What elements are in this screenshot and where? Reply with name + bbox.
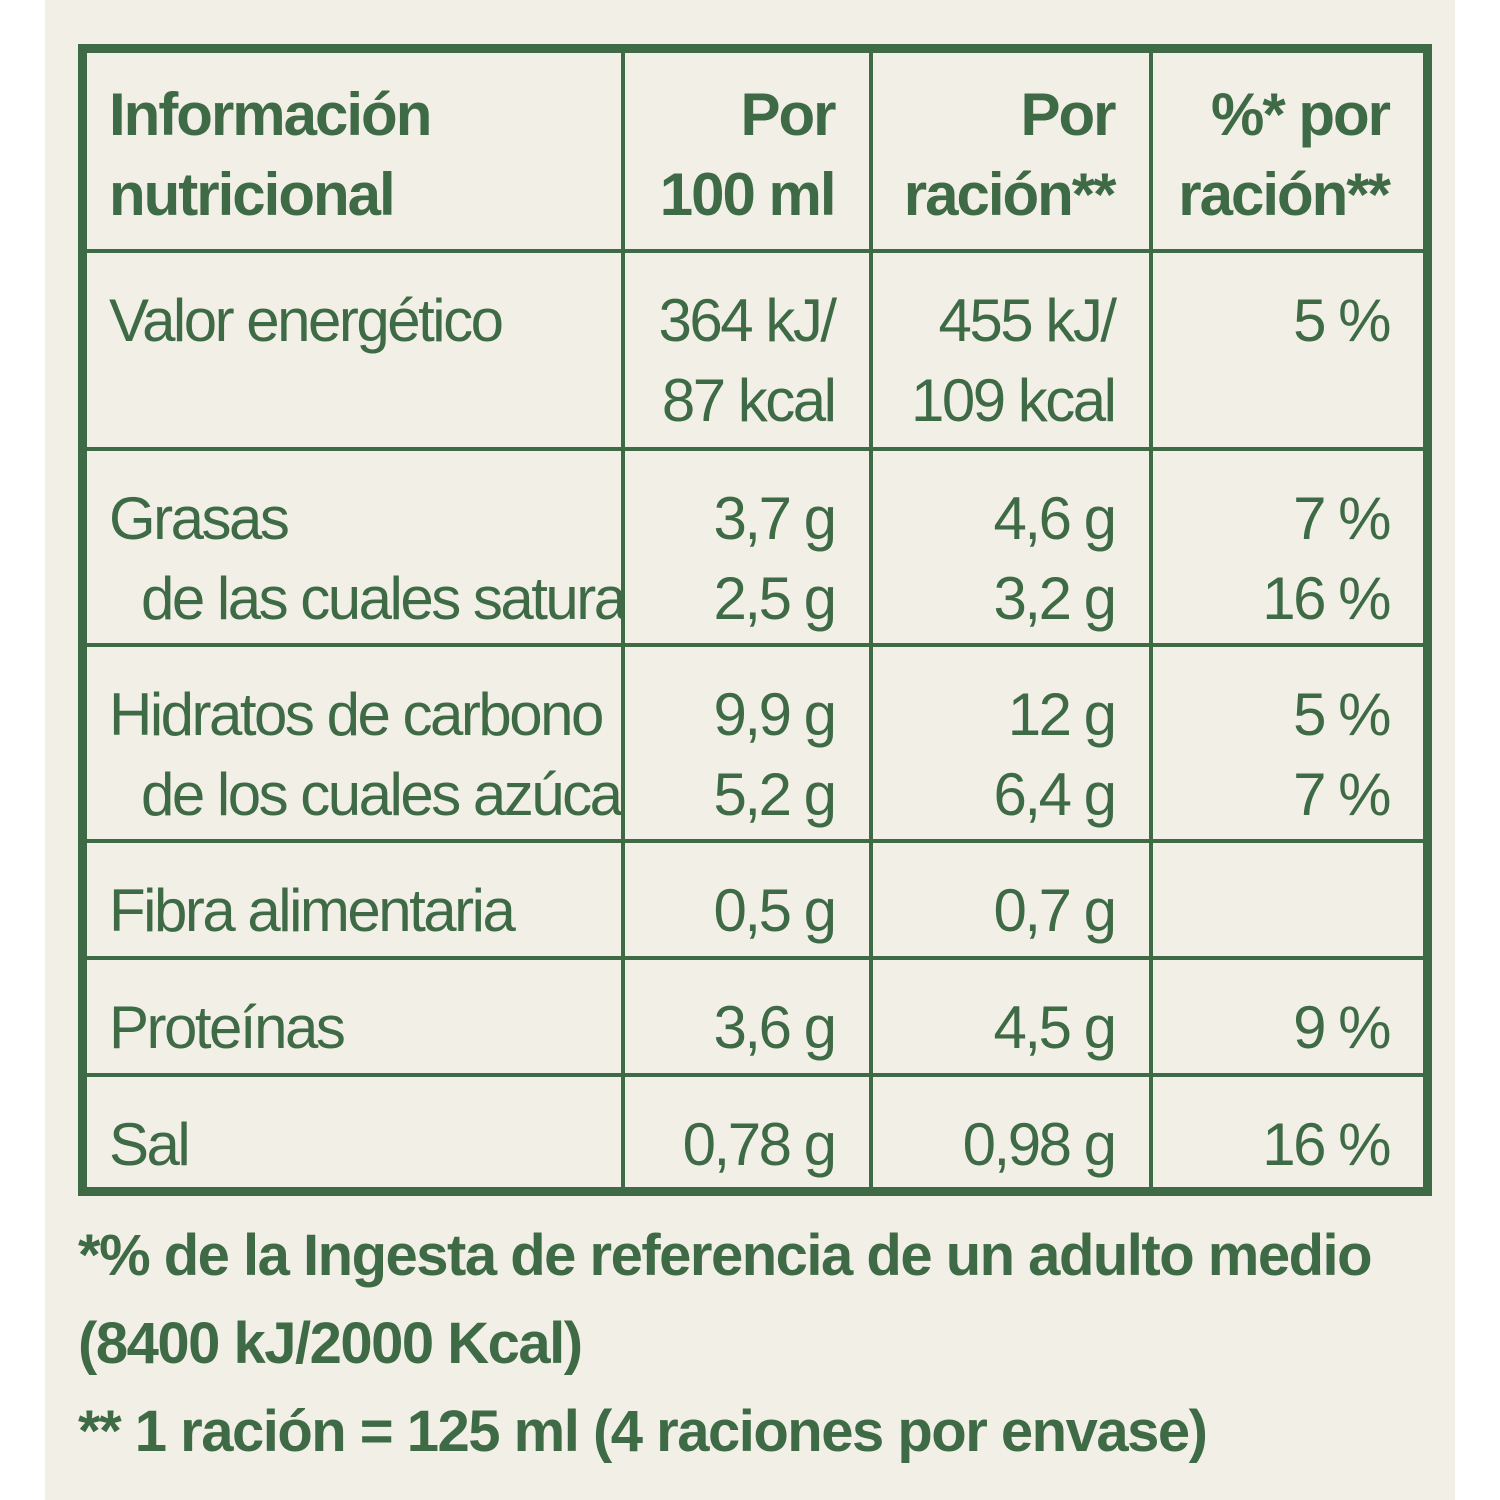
row-percent xyxy=(1148,838,1430,960)
row-per-portion: 455 kJ/ 109 kcal xyxy=(868,248,1153,451)
row-label: Grasas de las cuales saturadas xyxy=(80,446,625,647)
row-label: Hidratos de carbono de los cuales azúcar… xyxy=(80,642,625,843)
header-per-100ml: Por 100 ml xyxy=(620,46,873,253)
header-nutrient: Información nutricional xyxy=(80,46,625,253)
row-sublabel: de las cuales saturadas xyxy=(141,564,623,632)
row-percent: 5 % xyxy=(1148,248,1430,451)
table-row: Proteínas 3,6 g 4,5 g 9 % xyxy=(80,955,1430,1077)
row-per-100ml: 0,5 g xyxy=(620,838,873,960)
header-percent-portion: %* por ración** xyxy=(1148,46,1430,253)
row-per-portion: 4,6 g 3,2 g xyxy=(868,446,1153,647)
footnotes: *% de la Ingesta de referencia de un adu… xyxy=(78,1212,1458,1476)
table-header-row: Información nutricional Por 100 ml Por r… xyxy=(80,46,1430,253)
row-percent: 5 % 7 % xyxy=(1148,642,1430,843)
nutrition-table: Información nutricional Por 100 ml Por r… xyxy=(78,44,1432,1196)
row-sublabel: de los cuales azúcares xyxy=(141,760,621,828)
footnote-portion-size: ** 1 ración = 125 ml (4 raciones por env… xyxy=(78,1399,1208,1464)
row-per-portion: 12 g 6,4 g xyxy=(868,642,1153,843)
row-label: Proteínas xyxy=(80,955,625,1077)
row-per-100ml: 3,6 g xyxy=(620,955,873,1077)
table-row: Valor energético 364 kJ/ 87 kcal 455 kJ/… xyxy=(80,248,1430,451)
footnote-reference-values: (8400 kJ/2000 Kcal) xyxy=(78,1311,583,1376)
row-per-portion: 4,5 g xyxy=(868,955,1153,1077)
row-per-portion: 0,7 g xyxy=(868,838,1153,960)
row-label: Valor energético xyxy=(80,248,625,451)
table-row: Hidratos de carbono de los cuales azúcar… xyxy=(80,642,1430,843)
table-row: Grasas de las cuales saturadas 3,7 g 2,5… xyxy=(80,446,1430,647)
row-per-100ml: 364 kJ/ 87 kcal xyxy=(620,248,873,451)
row-percent: 16 % xyxy=(1148,1072,1430,1194)
row-per-portion: 0,98 g xyxy=(868,1072,1153,1194)
row-label: Fibra alimentaria xyxy=(80,838,625,960)
table-row: Fibra alimentaria 0,5 g 0,7 g xyxy=(80,838,1430,960)
row-per-100ml: 9,9 g 5,2 g xyxy=(620,642,873,843)
row-label: Sal xyxy=(80,1072,625,1194)
row-percent: 7 % 16 % xyxy=(1148,446,1430,647)
footnote-reference-intake: *% de la Ingesta de referencia de un adu… xyxy=(78,1223,1373,1288)
header-per-portion: Por ración** xyxy=(868,46,1153,253)
table-row: Sal 0,78 g 0,98 g 16 % xyxy=(80,1072,1430,1194)
row-percent: 9 % xyxy=(1148,955,1430,1077)
row-per-100ml: 3,7 g 2,5 g xyxy=(620,446,873,647)
row-per-100ml: 0,78 g xyxy=(620,1072,873,1194)
